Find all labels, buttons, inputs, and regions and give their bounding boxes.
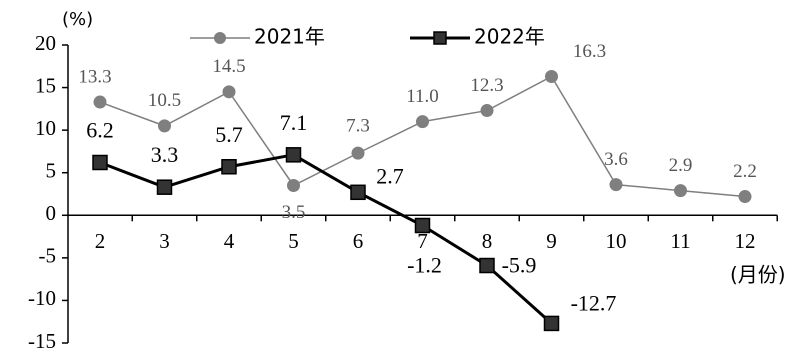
data-point — [480, 104, 494, 118]
y-axis-unit: (%) — [62, 9, 93, 30]
x-tick-label: 11 — [670, 229, 690, 253]
data-point — [543, 315, 560, 332]
data-label: -12.7 — [571, 290, 617, 315]
data-label: 2.9 — [669, 155, 693, 176]
data-label: -1.2 — [407, 253, 442, 278]
x-tick-label: 9 — [546, 229, 557, 253]
legend-label: 2021年 — [254, 25, 325, 49]
x-tick-label: 5 — [288, 229, 299, 253]
x-tick-label: 10 — [606, 229, 627, 253]
data-label: 16.3 — [573, 41, 606, 62]
data-point — [545, 70, 558, 84]
x-tick-label: 7 — [417, 229, 428, 253]
y-tick-label: -15 — [28, 329, 56, 353]
y-tick-label: -10 — [28, 286, 56, 310]
data-label: 12.3 — [470, 75, 503, 96]
data-label: 3.6 — [604, 149, 628, 170]
data-point — [738, 190, 752, 204]
data-label: 2.7 — [376, 163, 404, 188]
y-tick-label: 5 — [46, 159, 57, 183]
x-tick-label: 6 — [353, 229, 364, 253]
legend-label: 2022年 — [474, 25, 545, 49]
y-tick-label: -5 — [39, 244, 57, 268]
data-point — [285, 147, 302, 163]
data-point — [479, 257, 495, 274]
x-tick-label: 12 — [735, 229, 756, 253]
data-label: 6.2 — [86, 118, 114, 143]
legend-marker — [214, 32, 226, 44]
x-tick-label: 4 — [224, 229, 235, 253]
data-label: 5.7 — [215, 122, 243, 147]
data-point — [222, 85, 236, 99]
data-point — [156, 179, 173, 195]
data-point — [93, 95, 107, 109]
data-label: 10.5 — [148, 90, 181, 111]
data-point — [609, 178, 623, 192]
x-tick-label: 8 — [482, 229, 493, 253]
data-label: 3.5 — [282, 202, 306, 223]
data-label: 3.3 — [151, 142, 179, 167]
data-label: -5.9 — [502, 253, 537, 278]
series-line — [99, 153, 553, 325]
data-label: 11.0 — [406, 86, 439, 107]
legend-marker — [433, 31, 447, 45]
x-tick-label: 2 — [95, 229, 106, 253]
x-axis-unit: (月份) — [730, 263, 786, 287]
data-point — [414, 217, 431, 234]
data-point — [350, 184, 366, 201]
y-tick-label: 10 — [35, 116, 56, 140]
y-tick-label: 0 — [46, 201, 57, 225]
data-point — [92, 154, 108, 171]
y-tick-label: 15 — [35, 73, 56, 97]
data-point — [287, 178, 300, 192]
y-tick-label: 20 — [35, 31, 56, 55]
data-point — [158, 119, 171, 133]
data-point — [351, 146, 365, 160]
data-point — [221, 159, 237, 175]
data-label: 2.2 — [733, 161, 757, 182]
data-label: 13.3 — [78, 66, 111, 87]
data-point — [416, 115, 429, 129]
data-label: 7.1 — [280, 110, 308, 135]
data-label: 14.5 — [212, 56, 245, 77]
data-point — [674, 184, 687, 198]
x-tick-label: 3 — [159, 229, 170, 253]
data-label: 7.3 — [346, 115, 370, 136]
